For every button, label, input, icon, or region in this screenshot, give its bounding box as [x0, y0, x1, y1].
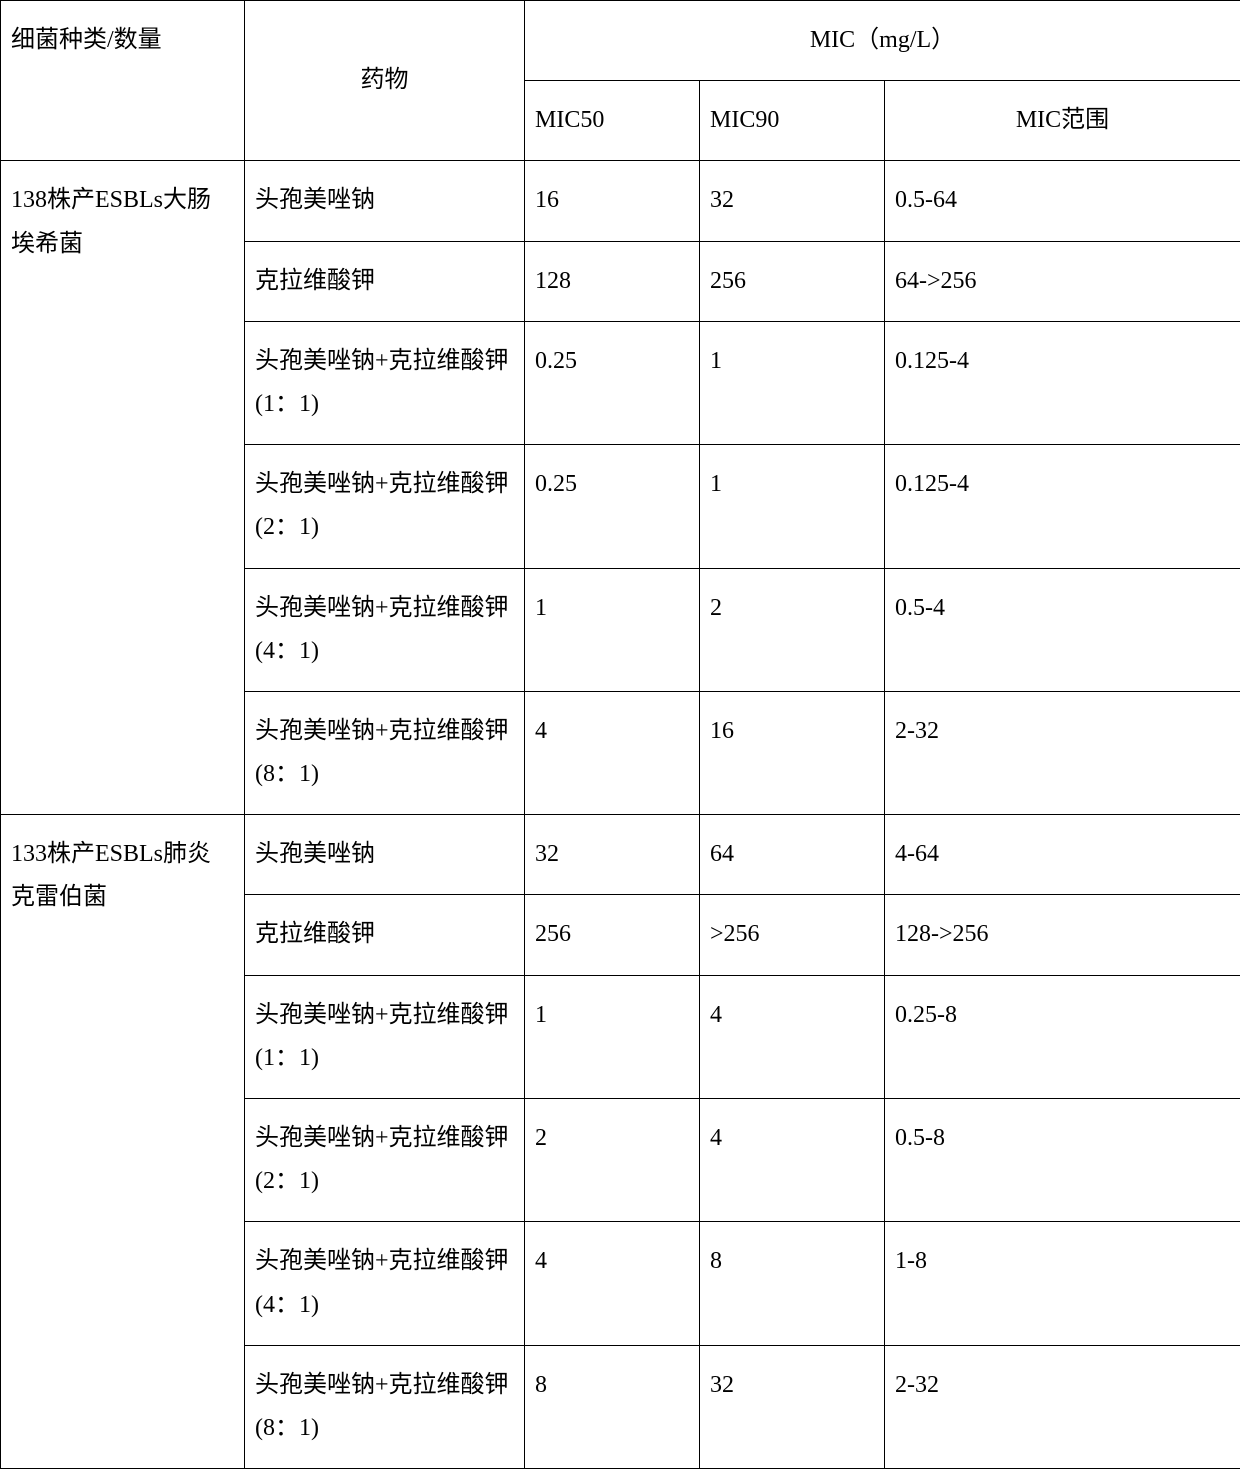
- range-cell: 0.5-64: [885, 161, 1240, 241]
- table-row: 133株产ESBLs肺炎克雷伯菌 头孢美唑钠 32 64 4-64: [1, 815, 1240, 895]
- drug-cell: 头孢美唑钠: [245, 815, 525, 895]
- range-cell: 0.5-4: [885, 568, 1240, 691]
- mic90-cell: 256: [700, 241, 885, 321]
- mic50-cell: 1: [525, 568, 700, 691]
- header-row-1: 细菌种类/数量 药物 MIC（mg/L）: [1, 1, 1240, 81]
- mic50-cell: 2: [525, 1099, 700, 1222]
- range-cell: 0.125-4: [885, 321, 1240, 444]
- mic50-cell: 128: [525, 241, 700, 321]
- range-cell: 2-32: [885, 1345, 1240, 1468]
- drug-cell: 头孢美唑钠+克拉维酸钾(4：1): [245, 1222, 525, 1345]
- mic90-cell: 32: [700, 1345, 885, 1468]
- mic90-cell: 16: [700, 691, 885, 814]
- mic50-cell: 0.25: [525, 321, 700, 444]
- mic90-cell: 8: [700, 1222, 885, 1345]
- mic50-cell: 8: [525, 1345, 700, 1468]
- mic90-cell: 32: [700, 161, 885, 241]
- drug-cell: 克拉维酸钾: [245, 895, 525, 975]
- header-mic90: MIC90: [700, 81, 885, 161]
- mic50-cell: 1: [525, 975, 700, 1098]
- range-cell: 1-8: [885, 1222, 1240, 1345]
- mic50-cell: 4: [525, 1222, 700, 1345]
- range-cell: 64->256: [885, 241, 1240, 321]
- header-drug: 药物: [245, 1, 525, 161]
- range-cell: 128->256: [885, 895, 1240, 975]
- drug-cell: 头孢美唑钠+克拉维酸钾(1：1): [245, 975, 525, 1098]
- header-species: 细菌种类/数量: [1, 1, 245, 161]
- table-row: 138株产ESBLs大肠埃希菌 头孢美唑钠 16 32 0.5-64: [1, 161, 1240, 241]
- species-cell: 138株产ESBLs大肠埃希菌: [1, 161, 245, 815]
- drug-cell: 头孢美唑钠+克拉维酸钾(4：1): [245, 568, 525, 691]
- mic90-cell: 64: [700, 815, 885, 895]
- mic50-cell: 32: [525, 815, 700, 895]
- species-cell: 133株产ESBLs肺炎克雷伯菌: [1, 815, 245, 1469]
- drug-cell: 头孢美唑钠+克拉维酸钾(8：1): [245, 1345, 525, 1468]
- drug-cell: 头孢美唑钠+克拉维酸钾(2：1): [245, 445, 525, 568]
- drug-cell: 头孢美唑钠+克拉维酸钾(2：1): [245, 1099, 525, 1222]
- range-cell: 0.25-8: [885, 975, 1240, 1098]
- range-cell: 4-64: [885, 815, 1240, 895]
- range-cell: 0.125-4: [885, 445, 1240, 568]
- mic-table: 细菌种类/数量 药物 MIC（mg/L） MIC50 MIC90 MIC范围 1…: [0, 0, 1240, 1469]
- drug-cell: 头孢美唑钠+克拉维酸钾(1：1): [245, 321, 525, 444]
- drug-cell: 头孢美唑钠+克拉维酸钾(8：1): [245, 691, 525, 814]
- header-mic-group: MIC（mg/L）: [525, 1, 1240, 81]
- header-mic-range: MIC范围: [885, 81, 1240, 161]
- mic50-cell: 256: [525, 895, 700, 975]
- mic90-cell: >256: [700, 895, 885, 975]
- drug-cell: 克拉维酸钾: [245, 241, 525, 321]
- range-cell: 2-32: [885, 691, 1240, 814]
- mic90-cell: 4: [700, 1099, 885, 1222]
- mic90-cell: 2: [700, 568, 885, 691]
- range-cell: 0.5-8: [885, 1099, 1240, 1222]
- mic50-cell: 0.25: [525, 445, 700, 568]
- mic90-cell: 1: [700, 321, 885, 444]
- mic50-cell: 16: [525, 161, 700, 241]
- header-mic50: MIC50: [525, 81, 700, 161]
- mic90-cell: 4: [700, 975, 885, 1098]
- mic90-cell: 1: [700, 445, 885, 568]
- drug-cell: 头孢美唑钠: [245, 161, 525, 241]
- mic50-cell: 4: [525, 691, 700, 814]
